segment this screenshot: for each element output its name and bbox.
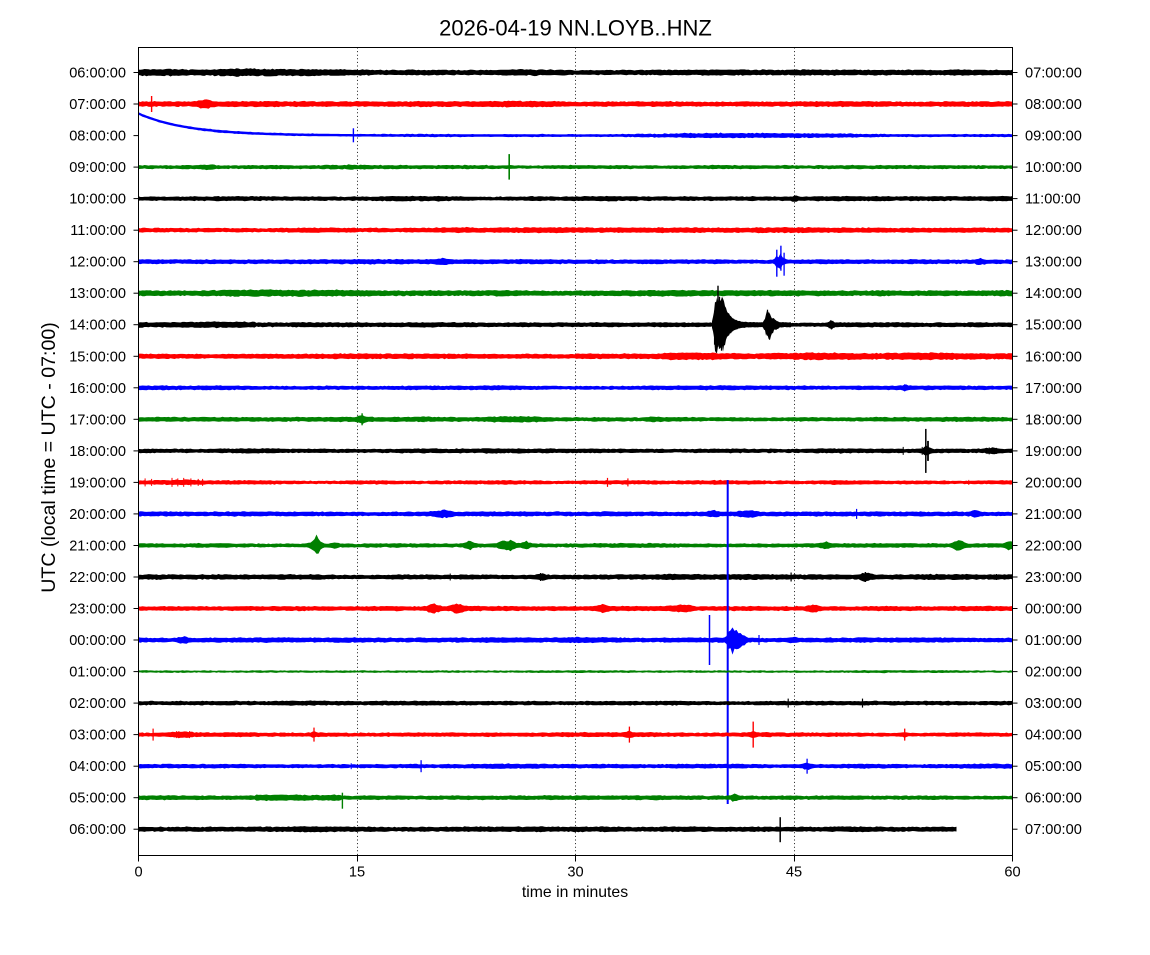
svg-text:09:00:00: 09:00:00	[69, 160, 126, 176]
svg-text:21:00:00: 21:00:00	[69, 539, 126, 555]
svg-text:16:00:00: 16:00:00	[1025, 349, 1082, 365]
svg-text:15:00:00: 15:00:00	[1025, 318, 1082, 334]
svg-text:30: 30	[567, 865, 583, 881]
svg-text:2026-04-19 NN.LOYB..HNZ: 2026-04-19 NN.LOYB..HNZ	[439, 16, 712, 41]
svg-text:0: 0	[134, 865, 142, 881]
svg-text:11:00:00: 11:00:00	[70, 223, 126, 239]
svg-text:18:00:00: 18:00:00	[69, 444, 126, 460]
svg-text:07:00:00: 07:00:00	[1025, 822, 1082, 838]
svg-text:time in minutes: time in minutes	[522, 884, 628, 901]
svg-text:07:00:00: 07:00:00	[69, 97, 126, 113]
svg-text:01:00:00: 01:00:00	[1025, 633, 1082, 649]
svg-text:13:00:00: 13:00:00	[1025, 255, 1082, 271]
svg-text:05:00:00: 05:00:00	[1025, 759, 1082, 775]
svg-text:12:00:00: 12:00:00	[69, 255, 126, 271]
svg-text:03:00:00: 03:00:00	[69, 728, 126, 744]
svg-text:01:00:00: 01:00:00	[69, 665, 126, 681]
svg-text:13:00:00: 13:00:00	[69, 286, 126, 302]
svg-text:22:00:00: 22:00:00	[1025, 539, 1082, 555]
svg-text:10:00:00: 10:00:00	[1025, 160, 1082, 176]
svg-text:11:00:00: 11:00:00	[1025, 192, 1081, 208]
svg-text:60: 60	[1004, 865, 1020, 881]
svg-text:17:00:00: 17:00:00	[1025, 381, 1082, 397]
svg-text:07:00:00: 07:00:00	[1025, 66, 1082, 82]
svg-text:14:00:00: 14:00:00	[1025, 286, 1082, 302]
svg-text:02:00:00: 02:00:00	[1025, 665, 1082, 681]
svg-text:19:00:00: 19:00:00	[69, 475, 126, 491]
svg-text:03:00:00: 03:00:00	[1025, 696, 1082, 712]
svg-text:22:00:00: 22:00:00	[69, 570, 126, 586]
svg-text:08:00:00: 08:00:00	[69, 129, 126, 145]
svg-text:06:00:00: 06:00:00	[69, 822, 126, 838]
svg-text:16:00:00: 16:00:00	[69, 381, 126, 397]
svg-text:10:00:00: 10:00:00	[69, 192, 126, 208]
svg-text:06:00:00: 06:00:00	[1025, 791, 1082, 807]
svg-text:15: 15	[349, 865, 365, 881]
svg-text:02:00:00: 02:00:00	[69, 696, 126, 712]
svg-text:21:00:00: 21:00:00	[1025, 507, 1082, 523]
svg-text:00:00:00: 00:00:00	[69, 633, 126, 649]
svg-text:20:00:00: 20:00:00	[69, 507, 126, 523]
svg-text:18:00:00: 18:00:00	[1025, 412, 1082, 428]
svg-text:17:00:00: 17:00:00	[69, 412, 126, 428]
svg-text:45: 45	[786, 865, 802, 881]
svg-text:12:00:00: 12:00:00	[1025, 223, 1082, 239]
svg-text:23:00:00: 23:00:00	[1025, 570, 1082, 586]
svg-text:05:00:00: 05:00:00	[69, 791, 126, 807]
svg-text:00:00:00: 00:00:00	[1025, 602, 1082, 618]
svg-text:15:00:00: 15:00:00	[69, 349, 126, 365]
svg-text:06:00:00: 06:00:00	[69, 66, 126, 82]
svg-text:19:00:00: 19:00:00	[1025, 444, 1082, 460]
svg-text:09:00:00: 09:00:00	[1025, 129, 1082, 145]
svg-text:04:00:00: 04:00:00	[69, 759, 126, 775]
svg-text:23:00:00: 23:00:00	[69, 602, 126, 618]
svg-text:08:00:00: 08:00:00	[1025, 97, 1082, 113]
svg-text:14:00:00: 14:00:00	[69, 318, 126, 334]
svg-text:20:00:00: 20:00:00	[1025, 475, 1082, 491]
svg-text:04:00:00: 04:00:00	[1025, 728, 1082, 744]
svg-text:UTC (local time = UTC - 07:00): UTC (local time = UTC - 07:00)	[38, 322, 60, 593]
